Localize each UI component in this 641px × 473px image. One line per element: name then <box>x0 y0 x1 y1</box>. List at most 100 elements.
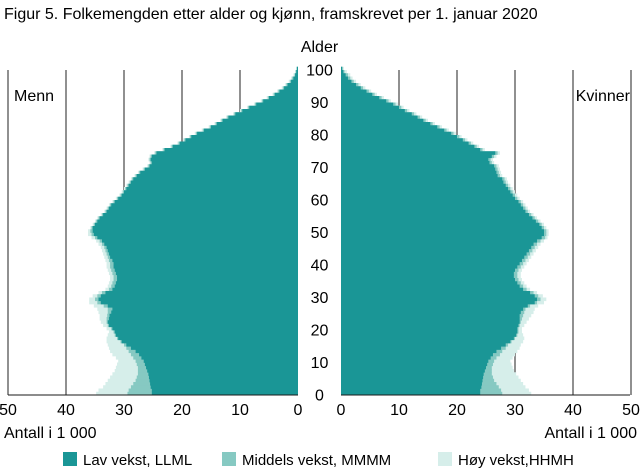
bar-men-low-age-37 <box>115 271 298 276</box>
bar-men-low-age-47 <box>101 239 299 243</box>
bar-women-low-age-93 <box>341 89 367 94</box>
bar-women-low-age-18 <box>341 333 517 337</box>
age-tick-70: 70 <box>311 160 329 177</box>
x-tick-labels-women: 0 10 20 30 40 50 <box>337 402 640 419</box>
x-tick-women-20: 20 <box>448 402 466 419</box>
age-tick-labels: 0 10 20 30 40 50 60 70 80 90 100 <box>306 63 333 405</box>
x-tick-women-10: 10 <box>390 402 408 419</box>
group-label-women: Kvinner <box>576 88 631 105</box>
bar-women-low-age-86 <box>341 112 412 116</box>
bar-women-low-age-5 <box>341 375 484 380</box>
bars-women <box>341 66 549 396</box>
bar-women-low-age-1 <box>341 388 481 393</box>
bar-men-low-age-69 <box>144 167 298 172</box>
bar-women-low-age-59 <box>341 200 519 204</box>
bar-men-low-age-28 <box>100 300 298 305</box>
bar-men-low-age-13 <box>135 349 298 354</box>
bar-women-low-age-55 <box>341 213 529 217</box>
bar-women-low-age-68 <box>341 170 497 175</box>
bar-men-low-age-89 <box>256 102 298 107</box>
bar-women-low-age-64 <box>341 183 506 188</box>
bar-men-low-age-18 <box>115 333 298 337</box>
bar-women-low-age-26 <box>341 307 524 311</box>
age-tick-10: 10 <box>311 355 329 372</box>
bar-women-low-age-49 <box>341 232 544 237</box>
bar-women-low-age-78 <box>341 138 463 142</box>
bar-men-low-age-46 <box>104 242 298 246</box>
bar-men-low-age-63 <box>126 187 298 191</box>
bar-men-low-age-52 <box>95 222 298 227</box>
bar-men-low-age-5 <box>148 375 298 380</box>
bar-women-low-age-72 <box>341 157 489 162</box>
bar-men-low-age-20 <box>112 326 299 331</box>
bar-women-low-age-22 <box>341 320 520 324</box>
bar-men-low-age-2 <box>150 385 298 389</box>
bar-men-low-age-9 <box>144 362 298 367</box>
bar-men-low-age-54 <box>99 216 298 220</box>
legend-label-high: Høy vekst,HHMH <box>458 452 574 469</box>
age-tick-100: 100 <box>306 63 333 80</box>
bar-women-low-age-24 <box>341 313 520 318</box>
x-tick-men-50: 50 <box>0 402 17 419</box>
bar-women-low-age-73 <box>341 154 492 159</box>
bar-women-low-age-63 <box>341 187 509 191</box>
chart-title: Figur 5. Folkemengden etter alder og kjø… <box>4 6 538 23</box>
bar-women-low-age-85 <box>341 115 418 120</box>
bar-women-low-age-94 <box>341 86 361 90</box>
bar-men-low-age-16 <box>121 339 299 344</box>
bar-women-low-age-65 <box>341 180 504 185</box>
bar-men-low-age-6 <box>148 372 298 376</box>
bar-men-low-age-75 <box>164 148 298 152</box>
legend-label-low: Lav vekst, LLML <box>83 452 192 469</box>
bar-men-low-age-45 <box>106 245 298 250</box>
bar-women-low-age-81 <box>341 128 445 133</box>
bar-men-low-age-35 <box>117 278 298 282</box>
bar-women-low-age-12 <box>341 352 493 357</box>
bar-women-low-age-71 <box>341 161 490 165</box>
age-tick-40: 40 <box>311 258 329 275</box>
bar-men-low-age-93 <box>279 89 298 94</box>
bar-women-low-age-92 <box>341 92 373 97</box>
bar-men-low-age-68 <box>140 170 298 175</box>
bar-men-low-age-60 <box>118 196 298 201</box>
bar-women-low-age-48 <box>341 235 542 240</box>
bar-men-low-age-90 <box>263 99 298 103</box>
bar-women-low-age-97 <box>341 76 348 81</box>
bar-women-low-age-76 <box>341 144 475 149</box>
bar-men-low-age-51 <box>92 226 299 230</box>
bar-men-low-age-72 <box>150 157 298 162</box>
bar-men-low-age-91 <box>269 96 298 100</box>
bar-men-low-age-87 <box>242 109 298 113</box>
bar-men-low-age-30 <box>100 294 298 298</box>
bar-men-low-age-17 <box>118 336 298 341</box>
bar-women-low-age-46 <box>341 242 534 246</box>
bar-women-low-age-50 <box>341 229 544 233</box>
bar-women-low-age-54 <box>341 216 533 220</box>
x-tick-women-50: 50 <box>622 402 640 419</box>
x-tick-women-40: 40 <box>564 402 582 419</box>
bar-men-low-age-64 <box>128 183 298 188</box>
bar-men-low-age-39 <box>113 265 298 269</box>
bar-women-low-age-6 <box>341 372 484 376</box>
bar-men-low-age-81 <box>204 128 298 133</box>
bar-men-low-age-65 <box>130 180 298 185</box>
bar-women-low-age-0 <box>341 391 481 396</box>
age-tick-60: 60 <box>311 193 329 210</box>
bar-women-low-age-23 <box>341 317 520 321</box>
bar-men-low-age-95 <box>287 83 298 87</box>
bar-women-low-age-80 <box>341 131 452 136</box>
bar-women-low-age-4 <box>341 378 483 383</box>
bar-women-low-age-99 <box>341 70 344 74</box>
bar-men-low-age-3 <box>150 382 298 386</box>
bar-women-low-age-33 <box>341 284 520 289</box>
bar-women-low-age-37 <box>341 271 514 276</box>
bar-women-low-age-95 <box>341 83 357 87</box>
legend-swatch-mid <box>222 452 236 466</box>
bar-women-low-age-58 <box>341 203 521 207</box>
bar-women-low-age-16 <box>341 339 511 344</box>
bar-men-low-age-8 <box>146 365 298 370</box>
bar-men-low-age-50 <box>92 229 299 233</box>
bar-men-low-age-77 <box>179 141 298 146</box>
bar-men-low-age-85 <box>228 115 298 120</box>
legend-swatch-low <box>63 452 77 466</box>
